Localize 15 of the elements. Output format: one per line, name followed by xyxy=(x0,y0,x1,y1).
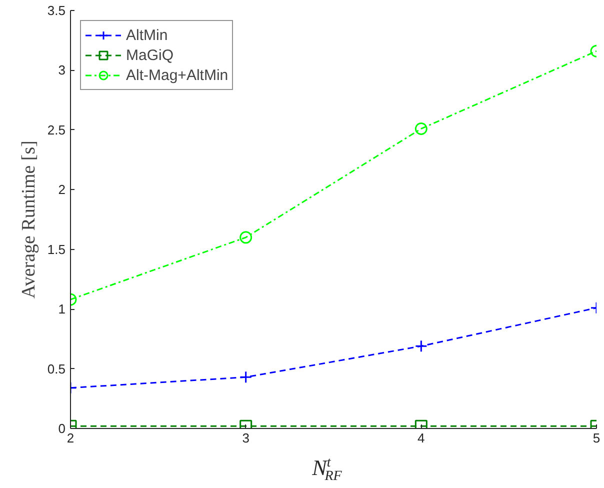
y-tick-label: 0.5 xyxy=(47,361,66,376)
y-tick-label: 3.5 xyxy=(47,3,66,18)
legend-label: AltMin xyxy=(126,26,168,44)
y-tick-label: 1 xyxy=(58,302,66,317)
y-tick-label: 0 xyxy=(58,421,66,436)
y-tick-label: 1.5 xyxy=(47,242,66,257)
y-tick-label: 2 xyxy=(58,182,66,198)
y-axis-title: Average Runtime [s] xyxy=(18,140,40,298)
legend-label: MaGiQ xyxy=(126,46,174,64)
y-tick-label: 3 xyxy=(58,62,66,78)
y-tick-label: 2.5 xyxy=(47,122,66,138)
x-tick-label: 5 xyxy=(592,430,600,446)
x-tick-label: 4 xyxy=(418,430,425,446)
legend-label: Alt-Mag+AltMin xyxy=(126,66,228,84)
x-tick-label: 3 xyxy=(242,430,250,446)
